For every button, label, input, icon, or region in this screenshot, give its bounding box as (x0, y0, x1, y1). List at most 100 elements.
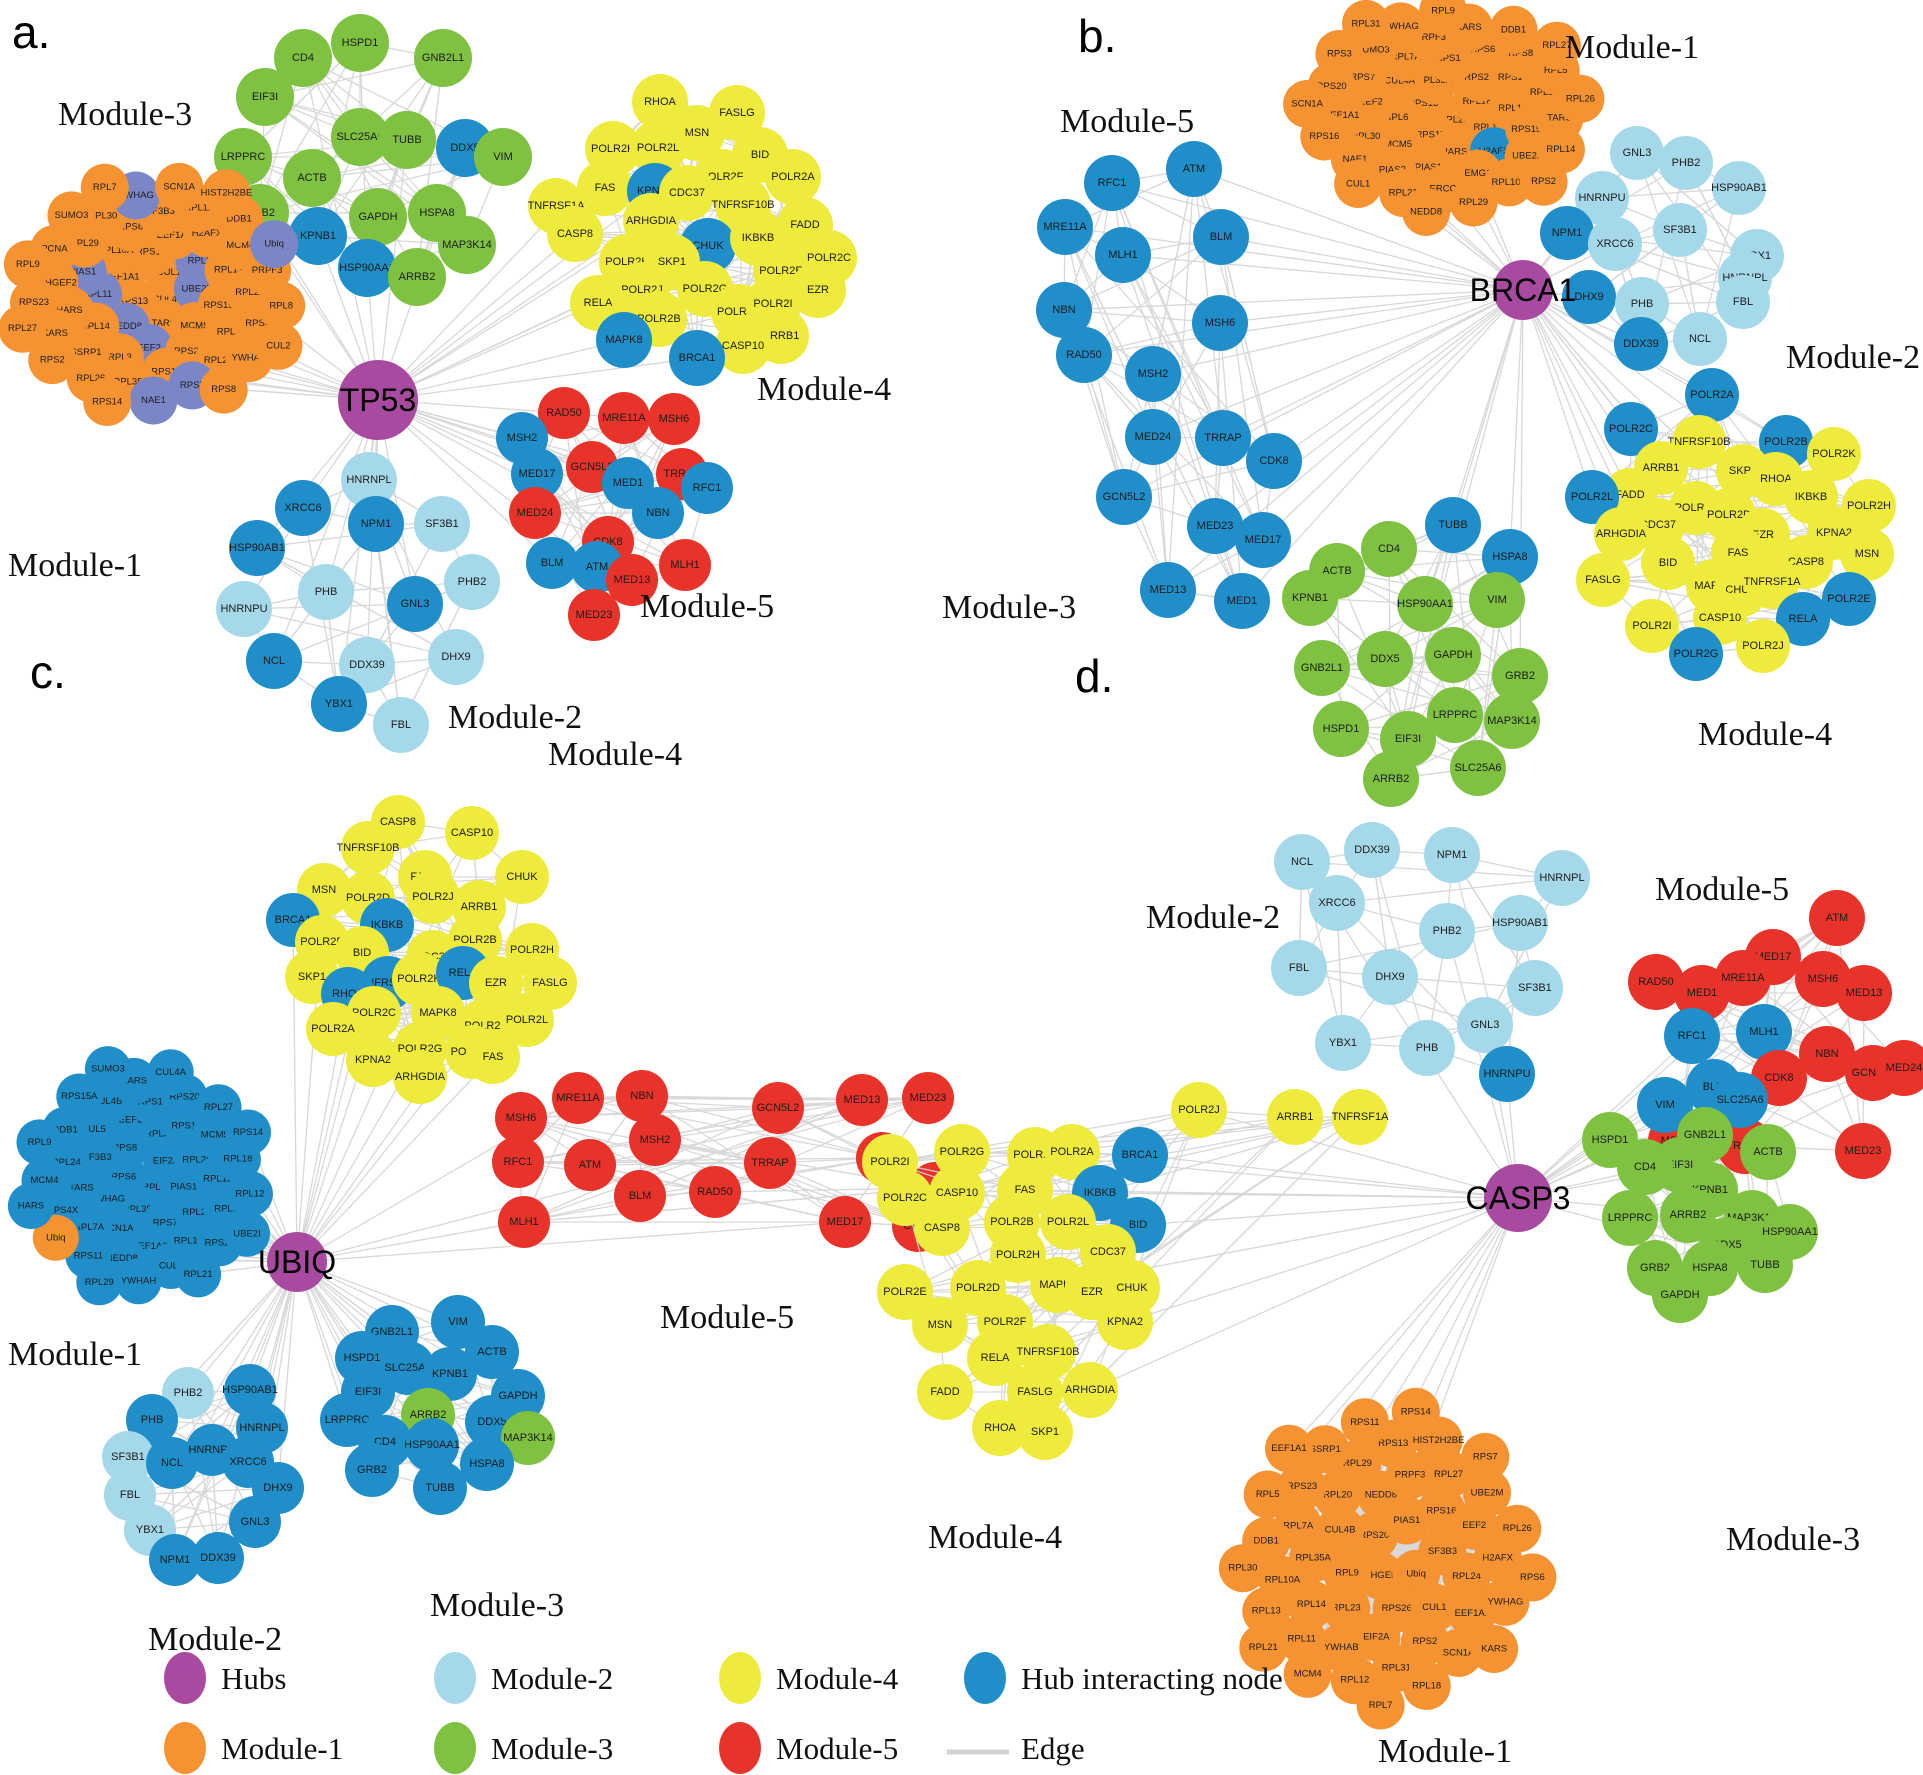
node-label-POLR2G: POLR2G (398, 1043, 443, 1055)
panel-letter-d: d. (1075, 650, 1113, 702)
node-label-RPS14: RPS14 (233, 1127, 263, 1138)
node-VIM: VIM (474, 128, 532, 186)
node-label-RPS14: RPS14 (92, 396, 122, 407)
node-XRCC6: XRCC6 (1309, 875, 1365, 931)
node-circle-XRCC6 (275, 480, 331, 536)
node-label-RPS14: RPS14 (1436, 53, 1466, 64)
node-FADD: FADD (917, 1364, 973, 1420)
node-label-DHX9: DHX9 (1574, 291, 1603, 303)
node-UBE2I: UBE2I (224, 1210, 270, 1257)
node-PHB2: PHB2 (162, 1367, 214, 1419)
node-label-RPL24: RPL24 (52, 1157, 81, 1168)
node-Ubiq: Ubiq (32, 1214, 79, 1261)
node-label-EEF1A2: EEF1A2 (132, 1241, 167, 1252)
node-label-ARHGDIA: ARHGDIA (1596, 528, 1647, 540)
panel-d: NCL DDX39 NPM1 HNRNPL XRCC6 PHB2 HSP90AB1 FBL DH… (862, 650, 1923, 1770)
node-label-RPS7: RPS7 (1473, 1451, 1498, 1462)
node-label-MAP3K14: MAP3K14 (1487, 715, 1537, 727)
node-MED13: MED13 (1140, 562, 1196, 618)
node-RAD50: RAD50 (1056, 327, 1112, 383)
node-DDX5: DDX5 (1357, 631, 1413, 687)
node-LRPPRC: LRPPRC (1427, 687, 1483, 743)
node-circle-RPL26 (1556, 74, 1605, 123)
node-label-RPS23: RPS23 (1464, 72, 1494, 83)
node-HSP90AB1: HSP90AB1 (229, 520, 285, 576)
node-label-NEDD8: NEDD8 (110, 321, 142, 332)
node-label-MSH6: MSH6 (1808, 973, 1839, 985)
node-label-RPL29: RPL29 (1459, 197, 1488, 208)
node-RPS2: RPS2 (28, 336, 77, 385)
node-circle-MLH1 (1095, 227, 1151, 283)
node-label-RPL21: RPL21 (1389, 188, 1418, 199)
node-label-SLC25A6: SLC25A6 (1716, 1094, 1763, 1106)
legend-swatch-o (164, 1722, 206, 1774)
hub-edge (1198, 1109, 1519, 1199)
node-MLH1: MLH1 (1095, 227, 1151, 283)
node-label-RPL30: RPL30 (1351, 131, 1380, 142)
node-KARS: KARS (1470, 1625, 1519, 1673)
edge (1298, 922, 1521, 969)
node-label-ARHGDIA: ARHGDIA (626, 215, 677, 227)
node-label-MAP3K14: MAP3K14 (503, 1432, 553, 1444)
hub-edge (377, 357, 698, 401)
node-layer-d: NCL DDX39 NPM1 HNRNPL XRCC6 PHB2 HSP90AB1 FBL DH… (862, 822, 1923, 1730)
node-label-RPL11: RPL11 (1288, 1633, 1316, 1644)
node-TNFRSF10B: TNFRSF10B (1668, 415, 1730, 469)
node-label-RPS20: RPS20 (174, 346, 204, 357)
node-CUL4A: CUL4A (147, 1049, 194, 1096)
node-label-RAD50: RAD50 (546, 407, 581, 419)
module-label-d-module-3: Module-3 (1726, 1521, 1860, 1558)
node-label-MLH1: MLH1 (509, 1216, 538, 1228)
node-POLR2J: POLR2J (1736, 619, 1790, 673)
node-label-FADD: FADD (790, 219, 819, 231)
node-MED17: MED17 (511, 448, 563, 500)
node-EEF1A1: EEF1A1 (1265, 1424, 1313, 1473)
node-label-RPS26: RPS26 (1382, 1603, 1412, 1614)
node-circle-RPL29 (76, 1259, 123, 1306)
node-label-EEF2: EEF2 (137, 343, 161, 354)
hub-brca1: BRCA1 (1470, 260, 1576, 320)
node-label-RHOA: RHOA (984, 1422, 1016, 1434)
node-label-CASP8: CASP8 (1788, 556, 1824, 568)
node-ACTB: ACTB (465, 1325, 519, 1379)
node-label-KPNA2: KPNA2 (355, 1054, 391, 1066)
hub-edge (211, 1261, 298, 1451)
node-MED13: MED13 (836, 1074, 888, 1126)
node-circle-CUL4A (147, 1049, 194, 1096)
node-circle-TNFRSF10B (1672, 415, 1726, 469)
node-circle-HIST2H2BE (202, 169, 251, 218)
node-label-NBN: NBN (630, 1090, 653, 1102)
node-MSH6: MSH6 (495, 1092, 547, 1144)
edge (1336, 877, 1563, 904)
node-label-POLR2K: POLR2K (397, 973, 441, 985)
node-label-CD4: CD4 (1378, 543, 1400, 555)
node-ATM: ATM (1809, 890, 1865, 946)
node-layer-b: RFC1 ATM MRE11A MLH1 BLM NBN MSH6 RAD50 MSH2 MED2… (1036, 0, 1896, 807)
node-label-MED13: MED13 (1846, 987, 1883, 999)
legend-label: Hubs (221, 1661, 286, 1696)
node-label-RPS2: RPS2 (40, 355, 65, 366)
node-layer-a: CD4 HSPD1 GNB2L1 EIF3I SLC25A6 TUBB DDX5 VIM LRP… (0, 14, 857, 753)
hub-edge (1063, 289, 1524, 311)
node-KPNB1: KPNB1 (1282, 570, 1338, 626)
node-label-UBE2M: UBE2M (1512, 151, 1545, 162)
node-POLR2A: POLR2A (1685, 368, 1739, 422)
node-label-PIAS1: PIAS1 (170, 1182, 197, 1193)
node-RAD50: RAD50 (689, 1166, 741, 1218)
node-label-MLH1: MLH1 (670, 559, 699, 571)
node-circle-GNL3 (387, 576, 443, 632)
node-label-XRCC6: XRCC6 (1318, 897, 1355, 909)
node-HSPD1: HSPD1 (331, 14, 389, 72)
node-NBN: NBN (616, 1070, 668, 1122)
node-circle-CHUK (495, 850, 549, 904)
hub-edge (1273, 289, 1524, 462)
node-circle-SCN1A (1283, 80, 1332, 128)
node-label-RPS11: RPS11 (74, 1250, 103, 1261)
node-RPS14: RPS14 (1391, 1387, 1440, 1436)
node-circle-GAPDH (491, 1369, 545, 1423)
node-circle-POLR2C (1604, 402, 1658, 456)
node-label-RPL9: RPL9 (1335, 1567, 1359, 1578)
node-label-CASP8: CASP8 (557, 228, 593, 240)
